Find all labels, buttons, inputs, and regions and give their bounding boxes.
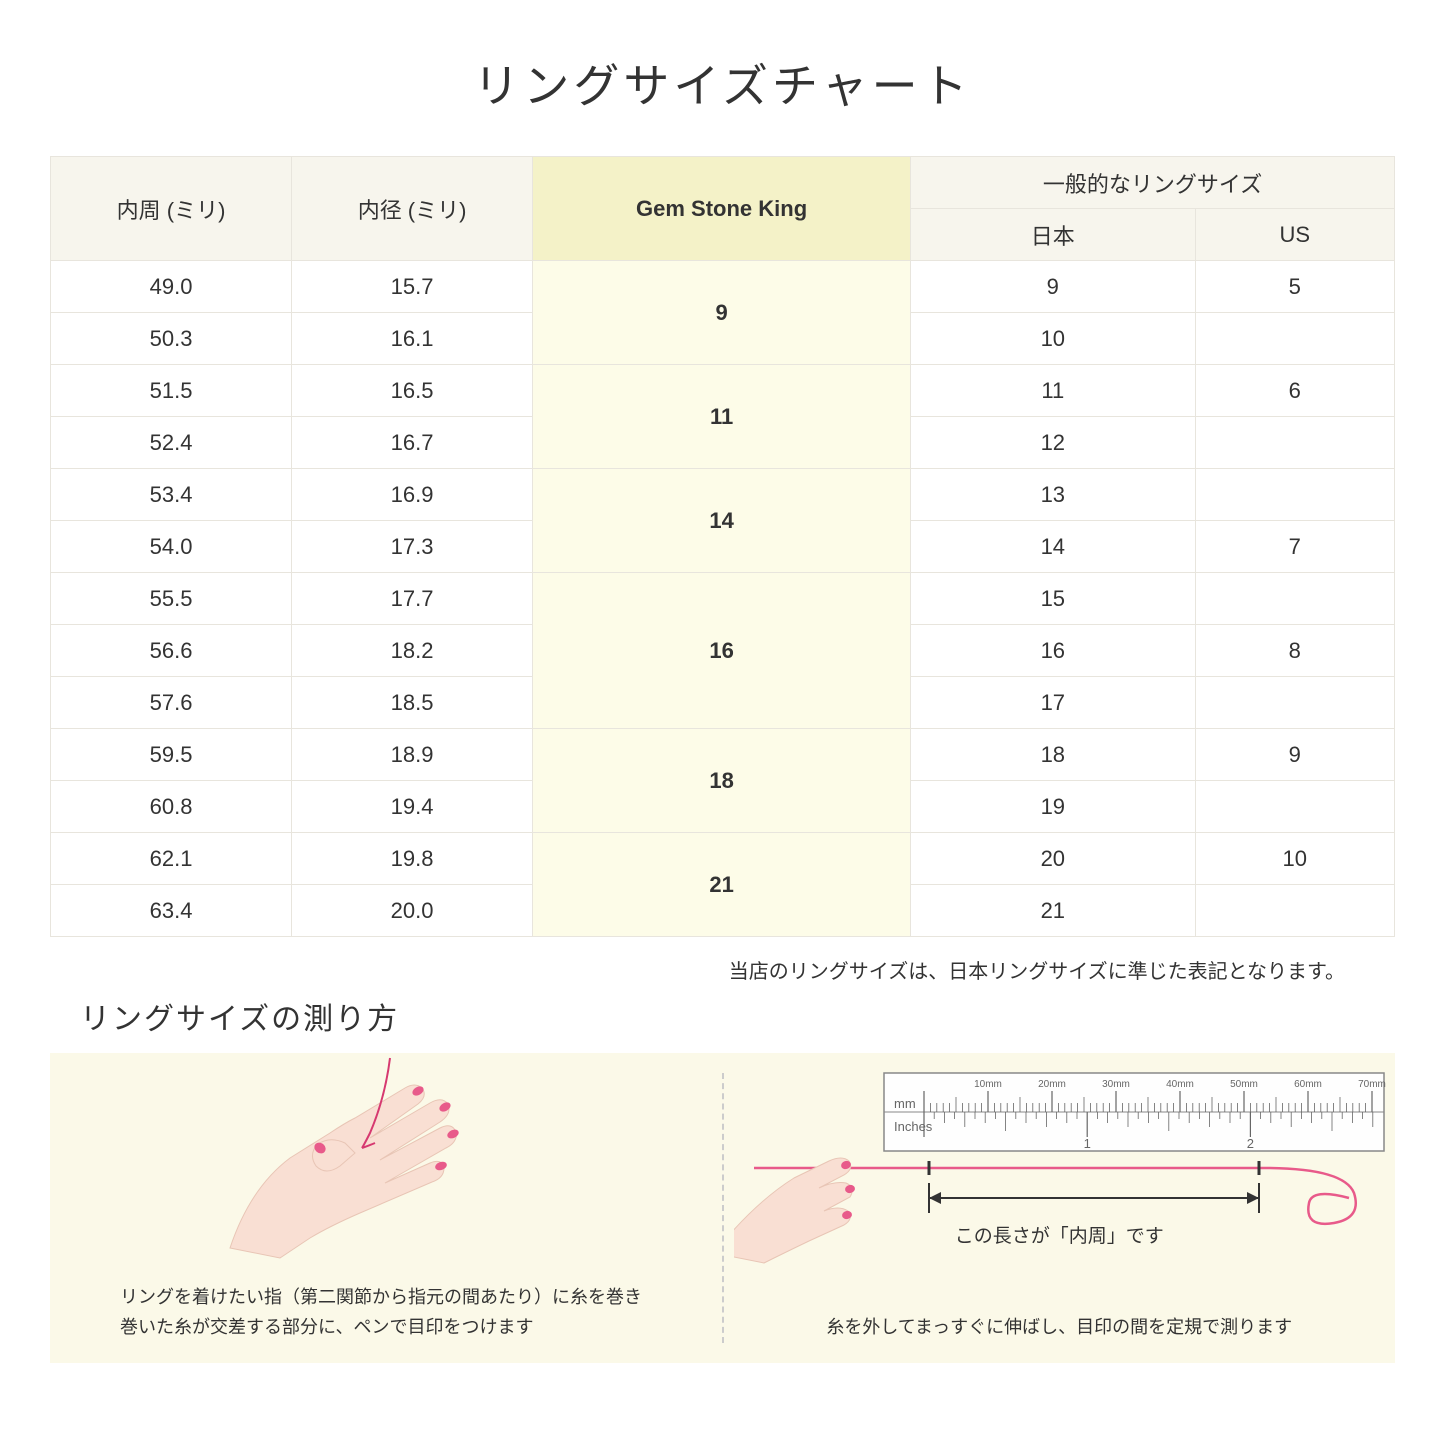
- instruction-step-2: mm Inches 10mm 20mm 30mm 40mm 50mm 60mm 70mm 1…: [724, 1053, 1396, 1363]
- cell-circumference: 50.3: [51, 313, 292, 365]
- cell-circumference: 53.4: [51, 469, 292, 521]
- cell-gsk: 14: [533, 469, 911, 573]
- cell-diameter: 17.7: [292, 573, 533, 625]
- cell-diameter: 16.5: [292, 365, 533, 417]
- cell-japan: 9: [911, 261, 1195, 313]
- svg-text:1: 1: [1083, 1136, 1090, 1151]
- cell-circumference: 60.8: [51, 781, 292, 833]
- cell-gsk: 9: [533, 261, 911, 365]
- cell-japan: 15: [911, 573, 1195, 625]
- cell-us: [1195, 677, 1394, 729]
- cell-diameter: 18.5: [292, 677, 533, 729]
- cell-diameter: 16.7: [292, 417, 533, 469]
- cell-japan: 17: [911, 677, 1195, 729]
- cell-circumference: 52.4: [51, 417, 292, 469]
- circumference-label: この長さが「内周」です: [724, 1221, 1396, 1248]
- table-row: 59.518.918189: [51, 729, 1395, 781]
- cell-us: 9: [1195, 729, 1394, 781]
- cell-japan: 14: [911, 521, 1195, 573]
- svg-text:60mm: 60mm: [1294, 1079, 1322, 1090]
- table-row: 53.416.91413: [51, 469, 1395, 521]
- cell-japan: 10: [911, 313, 1195, 365]
- cell-circumference: 59.5: [51, 729, 292, 781]
- cell-circumference: 54.0: [51, 521, 292, 573]
- cell-diameter: 18.9: [292, 729, 533, 781]
- table-row: 62.119.8212010: [51, 833, 1395, 885]
- cell-japan: 11: [911, 365, 1195, 417]
- cell-japan: 16: [911, 625, 1195, 677]
- cell-gsk: 21: [533, 833, 911, 937]
- cell-diameter: 16.1: [292, 313, 533, 365]
- cell-circumference: 62.1: [51, 833, 292, 885]
- cell-us: [1195, 885, 1394, 937]
- header-circumference: 内周 (ミリ): [51, 157, 292, 261]
- cell-gsk: 16: [533, 573, 911, 729]
- table-row: 49.015.7995: [51, 261, 1395, 313]
- cell-japan: 20: [911, 833, 1195, 885]
- cell-circumference: 51.5: [51, 365, 292, 417]
- svg-text:70mm: 70mm: [1358, 1079, 1386, 1090]
- header-general: 一般的なリングサイズ: [911, 157, 1395, 209]
- size-chart-table: 内周 (ミリ) 内径 (ミリ) Gem Stone King 一般的なリングサイ…: [50, 156, 1395, 937]
- cell-us: [1195, 573, 1394, 625]
- cell-us: [1195, 781, 1394, 833]
- cell-japan: 13: [911, 469, 1195, 521]
- cell-us: 5: [1195, 261, 1394, 313]
- cell-diameter: 18.2: [292, 625, 533, 677]
- cell-diameter: 19.4: [292, 781, 533, 833]
- cell-circumference: 55.5: [51, 573, 292, 625]
- cell-japan: 19: [911, 781, 1195, 833]
- ruler-inches-label: Inches: [894, 1119, 933, 1134]
- measure-subtitle: リングサイズの測り方: [80, 994, 1395, 1038]
- hand-wrap-illustration: [190, 1048, 550, 1288]
- cell-us: 7: [1195, 521, 1394, 573]
- cell-gsk: 11: [533, 365, 911, 469]
- header-gsk: Gem Stone King: [533, 157, 911, 261]
- cell-japan: 18: [911, 729, 1195, 781]
- instructions-panel: リングを着けたい指（第二関節から指元の間あたり）に糸を巻き 巻いた糸が交差する部…: [50, 1053, 1395, 1363]
- cell-us: 8: [1195, 625, 1394, 677]
- ruler-illustration: mm Inches 10mm 20mm 30mm 40mm 50mm 60mm 70mm 1…: [734, 1053, 1394, 1283]
- cell-diameter: 17.3: [292, 521, 533, 573]
- ruler-mm-label: mm: [894, 1096, 916, 1111]
- cell-us: [1195, 313, 1394, 365]
- cell-circumference: 57.6: [51, 677, 292, 729]
- header-japan: 日本: [911, 209, 1195, 261]
- instruction-step-1: リングを着けたい指（第二関節から指元の間あたり）に糸を巻き 巻いた糸が交差する部…: [50, 1053, 722, 1363]
- cell-circumference: 63.4: [51, 885, 292, 937]
- header-diameter: 内径 (ミリ): [292, 157, 533, 261]
- svg-text:30mm: 30mm: [1102, 1079, 1130, 1090]
- cell-diameter: 20.0: [292, 885, 533, 937]
- table-row: 51.516.511116: [51, 365, 1395, 417]
- svg-text:50mm: 50mm: [1230, 1079, 1258, 1090]
- table-row: 55.517.71615: [51, 573, 1395, 625]
- cell-circumference: 49.0: [51, 261, 292, 313]
- page-title: リングサイズチャート: [50, 50, 1395, 116]
- header-us: US: [1195, 209, 1394, 261]
- svg-text:20mm: 20mm: [1038, 1079, 1066, 1090]
- cell-japan: 12: [911, 417, 1195, 469]
- instruction-text-2: 糸を外してまっすぐに伸ばし、目印の間を定規で測ります: [724, 1312, 1396, 1343]
- size-note: 当店のリングサイズは、日本リングサイズに準じた表記となります。: [50, 955, 1345, 984]
- cell-us: 6: [1195, 365, 1394, 417]
- cell-circumference: 56.6: [51, 625, 292, 677]
- svg-text:2: 2: [1246, 1136, 1253, 1151]
- cell-japan: 21: [911, 885, 1195, 937]
- cell-diameter: 16.9: [292, 469, 533, 521]
- cell-diameter: 19.8: [292, 833, 533, 885]
- cell-diameter: 15.7: [292, 261, 533, 313]
- cell-us: [1195, 469, 1394, 521]
- svg-text:40mm: 40mm: [1166, 1079, 1194, 1090]
- instruction-text-1: リングを着けたい指（第二関節から指元の間あたり）に糸を巻き 巻いた糸が交差する部…: [120, 1282, 682, 1343]
- cell-us: 10: [1195, 833, 1394, 885]
- svg-text:10mm: 10mm: [974, 1079, 1002, 1090]
- cell-gsk: 18: [533, 729, 911, 833]
- cell-us: [1195, 417, 1394, 469]
